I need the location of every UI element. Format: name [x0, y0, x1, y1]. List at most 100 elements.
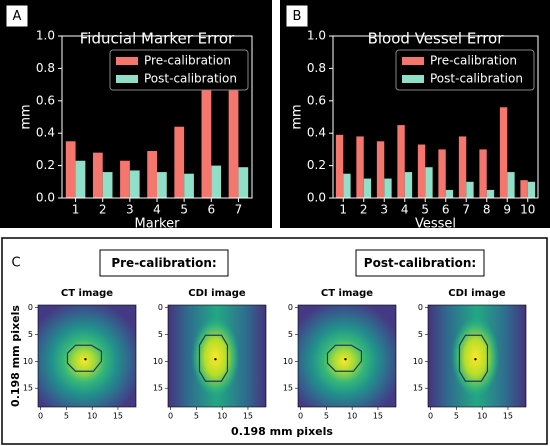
- y-tick-label: 1.0: [307, 29, 326, 43]
- bar: [507, 172, 515, 198]
- x-tick-label: 8: [483, 203, 491, 217]
- legend-label: Post-calibration: [430, 72, 523, 86]
- y-tick-label: 5: [28, 330, 33, 339]
- center-dot: [84, 358, 87, 361]
- contour: [458, 334, 489, 382]
- bar: [527, 181, 536, 198]
- bar: [458, 136, 467, 198]
- panel-label-box: [285, 4, 309, 28]
- center-dot: [474, 358, 477, 361]
- bar: [479, 149, 487, 198]
- bar: [102, 172, 113, 198]
- image-title: CDI image: [448, 288, 506, 299]
- x-tick-label: 1: [339, 203, 347, 217]
- axes-frame: [332, 35, 539, 199]
- axes-frame: [61, 35, 253, 199]
- bar: [92, 152, 103, 198]
- y-axis-label: mm: [19, 104, 34, 129]
- y-tick-label: 5: [158, 330, 163, 339]
- group-title: Post-calibration:: [364, 256, 476, 270]
- x-tick-label: 10: [217, 412, 227, 421]
- bar: [356, 136, 364, 198]
- y-tick-label: 0.8: [307, 61, 326, 75]
- y-tick-label: 0: [28, 303, 33, 312]
- y-tick-label: 0: [418, 303, 423, 312]
- bar: [174, 126, 185, 198]
- bar: [120, 160, 130, 198]
- y-tick-label: 0.6: [307, 93, 326, 107]
- y-tick-label: 0.4: [307, 126, 326, 140]
- x-tick-label: 2: [360, 203, 368, 217]
- group-title-box: [99, 249, 229, 277]
- x-tick-label: 6: [207, 203, 215, 217]
- bar: [228, 52, 239, 199]
- y-tick-label: 0.0: [36, 191, 55, 205]
- x-tick-label: 15: [113, 412, 123, 421]
- x-tick-label: 9: [503, 203, 511, 217]
- bar: [363, 178, 372, 198]
- image-title: CDI image: [188, 288, 246, 299]
- x-tick-label: 15: [503, 412, 513, 421]
- y-tick-label: 5: [288, 330, 293, 339]
- y-tick-label: 10: [153, 357, 163, 366]
- legend-box: [109, 49, 249, 91]
- y-tick-label: 15: [283, 384, 293, 393]
- chart-title: Blood Vessel Error: [368, 30, 505, 48]
- y-tick-label: 0: [158, 303, 163, 312]
- y-tick-label: 15: [413, 384, 423, 393]
- y-tick-label: 0.0: [307, 191, 326, 205]
- legend-box: [395, 49, 535, 91]
- group-title: Pre-calibration:: [111, 256, 216, 270]
- x-tick-label: 5: [324, 412, 329, 421]
- legend-swatch: [116, 57, 138, 65]
- group-title-box: [355, 249, 485, 277]
- bar: [65, 141, 76, 198]
- y-tick-label: 10: [23, 357, 33, 366]
- x-tick-label: 10: [520, 203, 535, 217]
- x-tick-label: 6: [442, 203, 450, 217]
- x-tick-label: 5: [194, 412, 199, 421]
- panel-c-frame: [1, 237, 548, 445]
- bar: [147, 151, 157, 198]
- x-tick-label: 0: [428, 412, 433, 421]
- y-tick-label: 15: [23, 384, 33, 393]
- bar: [376, 141, 385, 198]
- y-tick-label: 0.8: [36, 61, 55, 75]
- heatmap: [38, 305, 136, 407]
- x-axis-label: Vessel: [415, 217, 456, 232]
- heatmap-frame: [37, 304, 137, 408]
- legend-swatch: [402, 75, 424, 83]
- bar: [238, 167, 249, 198]
- panel-label: B: [293, 9, 302, 24]
- bar: [201, 61, 212, 198]
- center-dot: [344, 358, 347, 361]
- x-tick-label: 10: [347, 412, 357, 421]
- heatmap-frame: [427, 304, 527, 408]
- x-tick-label: 0: [38, 412, 43, 421]
- legend-label: Pre-calibration: [144, 54, 231, 68]
- y-tick-label: 0: [288, 303, 293, 312]
- center-dot: [214, 358, 217, 361]
- bar: [184, 173, 194, 198]
- heatmap-frame: [297, 304, 397, 408]
- y-tick-label: 1.0: [36, 29, 55, 43]
- x-tick-label: 2: [99, 203, 107, 217]
- x-tick-label: 1: [72, 203, 80, 217]
- x-tick-label: 5: [180, 203, 188, 217]
- x-tick-label: 3: [126, 203, 134, 217]
- heatmap-blob: [451, 317, 500, 398]
- x-tick-label: 4: [401, 203, 409, 217]
- x-tick-label: 5: [454, 412, 459, 421]
- y-tick-label: 0.2: [36, 158, 55, 172]
- chart-title: Fiducial Marker Error: [80, 30, 235, 48]
- y-tick-label: 15: [153, 384, 163, 393]
- bar: [129, 170, 140, 198]
- bar: [397, 125, 405, 198]
- image-title: CT image: [61, 288, 113, 299]
- bar: [438, 149, 446, 198]
- bar: [75, 160, 86, 198]
- bar: [343, 173, 351, 198]
- legend-swatch: [116, 75, 138, 83]
- panel-label: A: [13, 9, 22, 24]
- x-axis-label: 0.198 mm pixels: [231, 425, 333, 438]
